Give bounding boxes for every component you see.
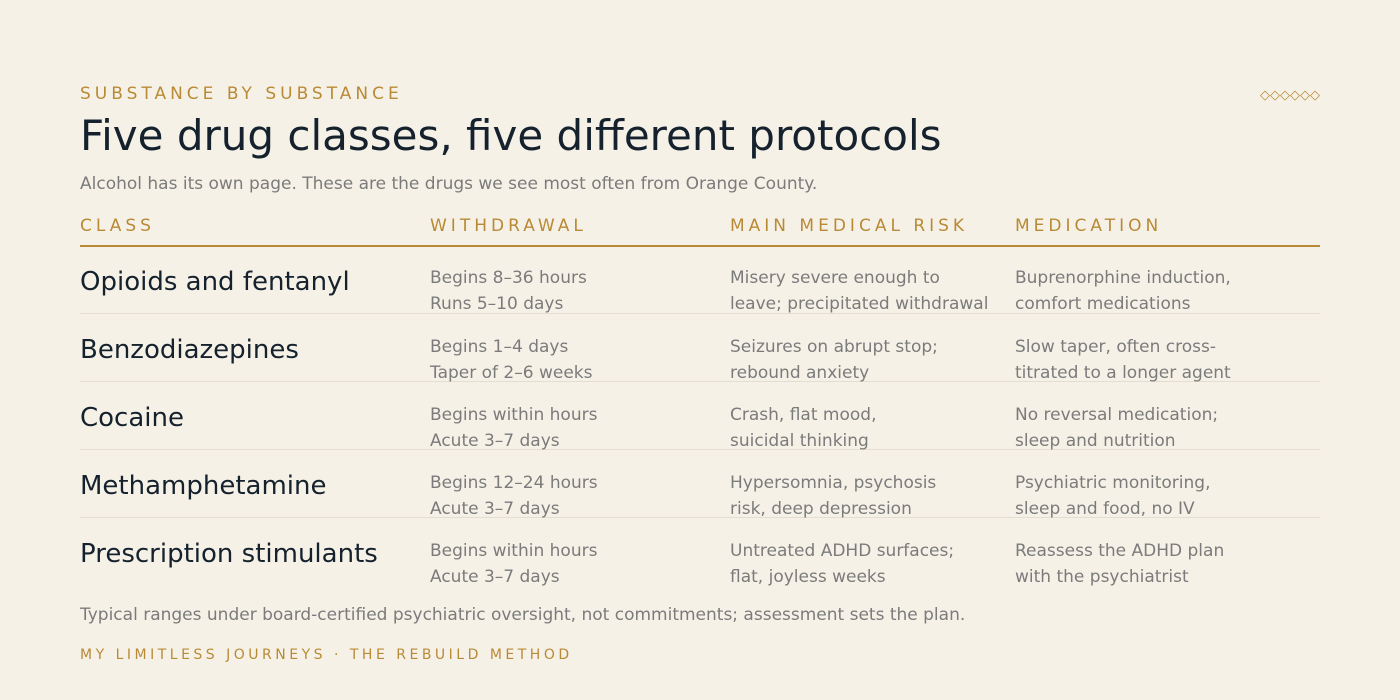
risk-cell: Misery severe enough to leave; precipita… — [730, 265, 988, 317]
medication-line: Reassess the ADHD plan — [1015, 541, 1225, 561]
section-eyebrow: SUBSTANCE BY SUBSTANCE — [80, 84, 403, 104]
withdrawal-onset: Begins within hours — [430, 541, 598, 561]
withdrawal-cell: Begins 1–4 days Taper of 2–6 weeks — [430, 334, 592, 386]
risk-line: Untreated ADHD surfaces; — [730, 541, 955, 561]
withdrawal-cell: Begins 8–36 hours Runs 5–10 days — [430, 265, 587, 317]
risk-line: Seizures on abrupt stop; — [730, 337, 938, 357]
withdrawal-duration: Acute 3–7 days — [430, 567, 560, 587]
withdrawal-onset: Begins 8–36 hours — [430, 268, 587, 288]
page: SUBSTANCE BY SUBSTANCE ◇◇◇◇◇◇ Five drug … — [80, 0, 1320, 700]
medication-line: Slow taper, often cross- — [1015, 337, 1216, 357]
risk-line: leave; precipitated withdrawal — [730, 294, 989, 314]
medication-line: sleep and nutrition — [1015, 431, 1176, 451]
risk-line: risk, deep depression — [730, 499, 912, 519]
withdrawal-cell: Begins within hours Acute 3–7 days — [430, 402, 597, 454]
withdrawal-onset: Begins 1–4 days — [430, 337, 569, 357]
medication-cell: Slow taper, often cross- titrated to a l… — [1015, 334, 1231, 386]
brand-footer: MY LIMITLESS JOURNEYS · THE REBUILD METH… — [80, 647, 573, 663]
medication-line: Psychiatric monitoring, — [1015, 473, 1211, 493]
table-row: Prescription stimulants Begins within ho… — [80, 518, 1320, 587]
risk-line: Hypersomnia, psychosis — [730, 473, 937, 493]
withdrawal-cell: Begins within hours Acute 3–7 days — [430, 538, 597, 590]
withdrawal-duration: Taper of 2–6 weeks — [430, 363, 593, 383]
risk-line: Misery severe enough to — [730, 268, 940, 288]
withdrawal-duration: Acute 3–7 days — [430, 499, 560, 519]
risk-cell: Hypersomnia, psychosis risk, deep depres… — [730, 470, 936, 522]
medication-cell: Reassess the ADHD plan with the psychiat… — [1015, 538, 1224, 590]
drug-class-name: Benzodiazepines — [80, 335, 299, 365]
table-row: Cocaine Begins within hours Acute 3–7 da… — [80, 382, 1320, 451]
withdrawal-onset: Begins 12–24 hours — [430, 473, 598, 493]
column-header-class: CLASS — [80, 216, 155, 236]
table-header: CLASS WITHDRAWAL MAIN MEDICAL RISK MEDIC… — [80, 214, 1320, 247]
drug-class-name: Cocaine — [80, 403, 184, 433]
withdrawal-onset: Begins within hours — [430, 405, 598, 425]
drug-class-table: Opioids and fentanyl Begins 8–36 hours R… — [80, 246, 1320, 587]
column-header-medication: MEDICATION — [1015, 216, 1163, 236]
column-header-withdrawal: WITHDRAWAL — [430, 216, 587, 236]
withdrawal-cell: Begins 12–24 hours Acute 3–7 days — [430, 470, 598, 522]
table-row: Opioids and fentanyl Begins 8–36 hours R… — [80, 246, 1320, 314]
medication-cell: Psychiatric monitoring, sleep and food, … — [1015, 470, 1210, 522]
medication-line: sleep and food, no IV — [1015, 499, 1195, 519]
column-header-risk: MAIN MEDICAL RISK — [730, 216, 969, 236]
medication-cell: No reversal medication; sleep and nutrit… — [1015, 402, 1218, 454]
risk-line: flat, joyless weeks — [730, 567, 886, 587]
drug-class-name: Prescription stimulants — [80, 539, 378, 569]
drug-class-name: Opioids and fentanyl — [80, 267, 350, 297]
footnote: Typical ranges under board-certified psy… — [80, 605, 966, 625]
withdrawal-duration: Runs 5–10 days — [430, 294, 564, 314]
drug-class-name: Methamphetamine — [80, 471, 327, 501]
withdrawal-duration: Acute 3–7 days — [430, 431, 560, 451]
risk-line: Crash, flat mood, — [730, 405, 877, 425]
medication-line: comfort medications — [1015, 294, 1191, 314]
table-row: Benzodiazepines Begins 1–4 days Taper of… — [80, 314, 1320, 383]
risk-line: rebound anxiety — [730, 363, 870, 383]
page-subtitle: Alcohol has its own page. These are the … — [80, 174, 818, 194]
medication-cell: Buprenorphine induction, comfort medicat… — [1015, 265, 1231, 317]
table-row: Methamphetamine Begins 12–24 hours Acute… — [80, 450, 1320, 519]
medication-line: titrated to a longer agent — [1015, 363, 1231, 383]
page-title: Five drug classes, five different protoc… — [80, 111, 942, 160]
risk-cell: Crash, flat mood, suicidal thinking — [730, 402, 876, 454]
risk-cell: Seizures on abrupt stop; rebound anxiety — [730, 334, 938, 386]
risk-cell: Untreated ADHD surfaces; flat, joyless w… — [730, 538, 954, 590]
medication-line: No reversal medication; — [1015, 405, 1219, 425]
medication-line: with the psychiatrist — [1015, 567, 1189, 587]
diamond-ornament-icon: ◇◇◇◇◇◇ — [1260, 88, 1320, 103]
medication-line: Buprenorphine induction, — [1015, 268, 1231, 288]
risk-line: suicidal thinking — [730, 431, 869, 451]
